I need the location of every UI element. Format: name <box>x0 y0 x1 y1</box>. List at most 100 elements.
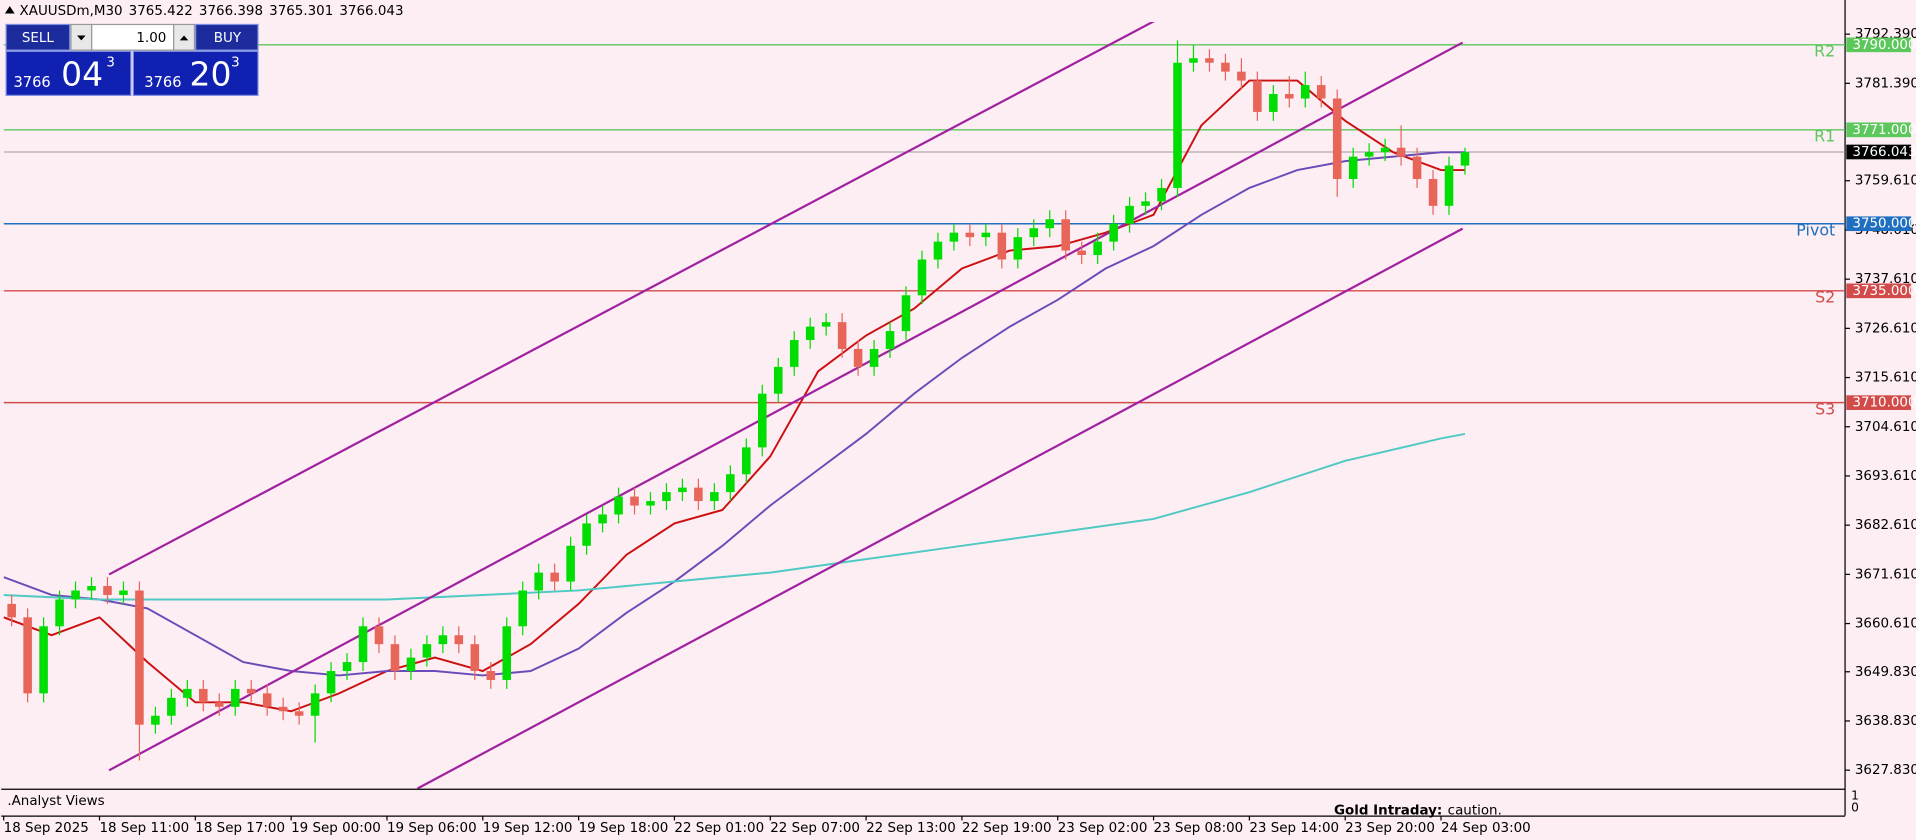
candle-body <box>981 232 991 238</box>
quote-high: 3766.398 <box>199 4 263 19</box>
candle-body <box>262 693 272 707</box>
candle-body <box>246 688 256 694</box>
candle-body <box>710 492 719 502</box>
lot-up-icon <box>179 35 189 41</box>
candle-body <box>1348 156 1358 180</box>
candle-body <box>1157 187 1166 202</box>
candle-body <box>1221 62 1230 72</box>
trendline <box>416 227 1464 789</box>
y-tick-label: 3781.390 <box>1855 76 1916 91</box>
candle-body <box>853 348 863 367</box>
candle-body <box>23 617 32 694</box>
buy-label[interactable]: BUY <box>214 31 242 46</box>
y-tick-label: 3627.830 <box>1855 763 1916 778</box>
ask-pips: 20 <box>190 54 232 93</box>
sell-label[interactable]: SELL <box>22 31 55 46</box>
candle-body <box>1364 152 1374 157</box>
trendline <box>108 41 1464 772</box>
candle-body <box>1253 80 1262 112</box>
moving-average <box>3 151 1465 677</box>
candle-body <box>103 586 112 595</box>
x-tick-label: 22 Sep 19:00 <box>962 821 1052 836</box>
candle-body <box>1300 85 1310 99</box>
level-price: 3790.000 <box>1852 38 1916 53</box>
lot-down-icon <box>77 35 86 41</box>
candle-body <box>582 523 591 546</box>
x-tick-label: 18 Sep 11:00 <box>99 821 189 836</box>
candle-body <box>1045 219 1055 229</box>
candle-body <box>550 572 559 582</box>
candle-body <box>789 340 799 367</box>
buy-button[interactable] <box>195 23 259 51</box>
sell-button[interactable] <box>5 23 71 51</box>
y-tick-label: 3759.610 <box>1855 174 1916 189</box>
quote-open: 3765.422 <box>129 4 193 19</box>
candle-body <box>470 644 480 672</box>
candle-body <box>1412 156 1422 180</box>
x-tick-label: 23 Sep 08:00 <box>1154 821 1244 836</box>
x-tick-label: 22 Sep 01:00 <box>674 821 764 836</box>
candle-body <box>1173 62 1182 188</box>
level-price-box <box>1846 37 1912 53</box>
candle-body <box>773 366 783 394</box>
candle-body <box>374 626 384 645</box>
candle-body <box>917 259 927 296</box>
level-name: R2 <box>1814 42 1835 61</box>
candle-body <box>1396 147 1406 157</box>
candle-body <box>119 590 128 595</box>
candle-body <box>486 671 496 680</box>
candle-body <box>949 232 959 242</box>
y-tick-label: 3660.610 <box>1855 617 1916 632</box>
candle-body <box>965 232 975 238</box>
candle-body <box>566 545 575 582</box>
lot-input[interactable] <box>91 23 175 51</box>
candle-body <box>7 603 16 618</box>
candle-body <box>87 586 96 591</box>
axes: 3792.3903781.3903759.6103748.6103737.610… <box>3 27 1916 836</box>
level-price: 3710.000 <box>1852 396 1916 411</box>
candle-body <box>757 393 767 448</box>
candle-body <box>869 348 879 367</box>
candle-body <box>438 635 448 645</box>
ask-box[interactable] <box>132 50 259 96</box>
trendline <box>108 22 1155 576</box>
candle-body <box>214 702 224 707</box>
candle-body <box>646 501 655 506</box>
candle-body <box>614 496 623 515</box>
bid-point: 3 <box>106 55 115 70</box>
candle-body <box>805 326 815 341</box>
candle-body <box>310 693 320 716</box>
y-tick-label: 3737.610 <box>1855 272 1916 287</box>
candle-body <box>135 590 144 725</box>
collapse-icon[interactable] <box>4 6 15 14</box>
candle-body <box>1428 179 1438 206</box>
candle-body <box>454 635 464 645</box>
ask-point: 3 <box>231 55 240 70</box>
candle-body <box>183 688 192 698</box>
candle-body <box>502 626 512 680</box>
candle-body <box>1380 147 1390 153</box>
header: XAUUSDm,M30 3765.422 3766.398 3765.301 3766.… <box>20 4 404 19</box>
candle-body <box>598 514 607 524</box>
bid-pips: 04 <box>61 54 103 93</box>
bid-box[interactable] <box>5 50 132 96</box>
moving-average <box>3 432 1466 601</box>
level-price-box <box>1846 283 1912 299</box>
plot <box>3 22 1846 789</box>
x-tick-label: 18 Sep 2025 <box>4 821 89 836</box>
candle-body <box>294 711 304 716</box>
level-price: 3735.000 <box>1852 284 1916 299</box>
level-price-box <box>1846 395 1912 410</box>
x-tick-label: 19 Sep 18:00 <box>579 821 669 836</box>
y-tick-label: 3693.610 <box>1855 469 1916 484</box>
candle-body <box>1141 201 1150 206</box>
candle-body <box>1125 205 1134 224</box>
y-tick-label: 3671.610 <box>1855 567 1916 582</box>
candle-body <box>1061 219 1070 251</box>
quote-low: 3765.301 <box>269 4 333 19</box>
candle-body <box>230 688 240 707</box>
lot-value[interactable]: 1.00 <box>136 31 166 46</box>
y-tick-label: 3682.610 <box>1855 518 1916 533</box>
x-tick-label: 22 Sep 13:00 <box>866 821 956 836</box>
